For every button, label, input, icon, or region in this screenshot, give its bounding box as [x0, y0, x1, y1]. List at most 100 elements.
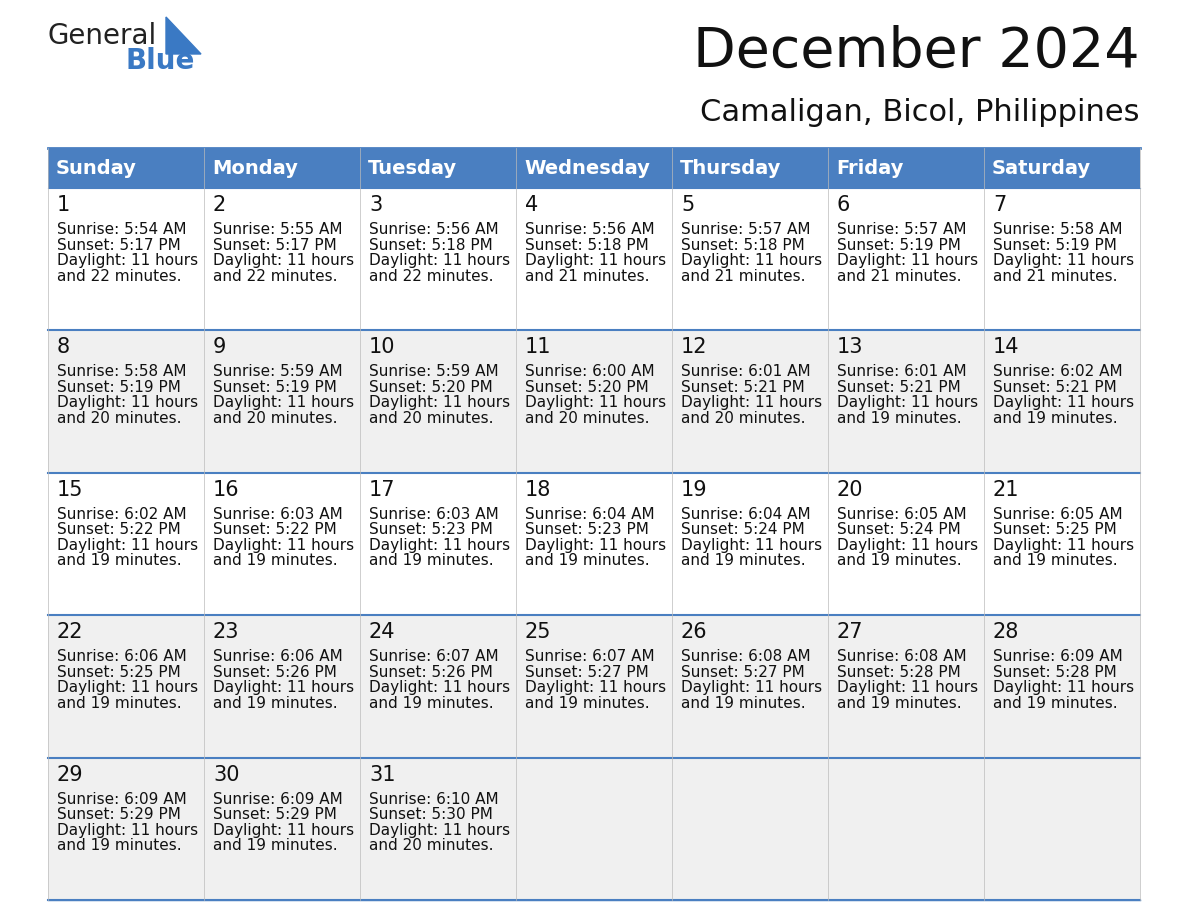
Text: Daylight: 11 hours: Daylight: 11 hours — [525, 396, 666, 410]
Text: and 19 minutes.: and 19 minutes. — [838, 411, 961, 426]
Text: Sunrise: 6:09 AM: Sunrise: 6:09 AM — [993, 649, 1123, 665]
Bar — [360, 757, 516, 900]
Text: Sunset: 5:22 PM: Sunset: 5:22 PM — [213, 522, 336, 537]
Text: 25: 25 — [525, 622, 551, 643]
Bar — [204, 330, 360, 473]
Text: Saturday: Saturday — [992, 159, 1091, 177]
Bar — [828, 757, 984, 900]
Text: Sunset: 5:29 PM: Sunset: 5:29 PM — [57, 807, 181, 823]
Text: 19: 19 — [681, 480, 708, 499]
Bar — [360, 188, 516, 330]
Text: 23: 23 — [213, 622, 240, 643]
Text: Daylight: 11 hours: Daylight: 11 hours — [57, 538, 198, 553]
Text: Sunrise: 6:08 AM: Sunrise: 6:08 AM — [681, 649, 810, 665]
Text: 4: 4 — [525, 195, 538, 215]
Text: 24: 24 — [369, 622, 396, 643]
Text: and 20 minutes.: and 20 minutes. — [681, 411, 805, 426]
Bar — [828, 148, 984, 188]
Bar — [360, 148, 516, 188]
Text: Daylight: 11 hours: Daylight: 11 hours — [57, 396, 198, 410]
Text: General: General — [48, 22, 157, 50]
Text: Sunrise: 6:01 AM: Sunrise: 6:01 AM — [681, 364, 810, 379]
Text: Daylight: 11 hours: Daylight: 11 hours — [681, 396, 822, 410]
Text: Sunset: 5:21 PM: Sunset: 5:21 PM — [681, 380, 804, 395]
Bar — [672, 148, 828, 188]
Text: Sunset: 5:27 PM: Sunset: 5:27 PM — [681, 665, 804, 679]
Text: 16: 16 — [213, 480, 240, 499]
Text: Daylight: 11 hours: Daylight: 11 hours — [369, 680, 510, 695]
Text: Daylight: 11 hours: Daylight: 11 hours — [838, 538, 978, 553]
Text: and 19 minutes.: and 19 minutes. — [213, 696, 337, 711]
Text: and 19 minutes.: and 19 minutes. — [993, 696, 1118, 711]
Text: Sunrise: 6:02 AM: Sunrise: 6:02 AM — [57, 507, 187, 521]
Bar — [204, 148, 360, 188]
Text: Sunrise: 6:01 AM: Sunrise: 6:01 AM — [838, 364, 967, 379]
Text: Daylight: 11 hours: Daylight: 11 hours — [57, 823, 198, 837]
Text: Friday: Friday — [836, 159, 903, 177]
Text: Sunset: 5:21 PM: Sunset: 5:21 PM — [838, 380, 961, 395]
Bar — [204, 615, 360, 757]
Bar — [984, 188, 1140, 330]
Bar — [984, 757, 1140, 900]
Text: Sunrise: 5:58 AM: Sunrise: 5:58 AM — [57, 364, 187, 379]
Text: Daylight: 11 hours: Daylight: 11 hours — [993, 538, 1135, 553]
Text: Sunset: 5:23 PM: Sunset: 5:23 PM — [369, 522, 493, 537]
Bar — [360, 330, 516, 473]
Text: 14: 14 — [993, 338, 1019, 357]
Text: Sunset: 5:20 PM: Sunset: 5:20 PM — [369, 380, 493, 395]
Text: December 2024: December 2024 — [694, 25, 1140, 79]
Text: 26: 26 — [681, 622, 708, 643]
Text: Daylight: 11 hours: Daylight: 11 hours — [213, 823, 354, 837]
Text: Tuesday: Tuesday — [368, 159, 457, 177]
Bar — [516, 473, 672, 615]
Text: 2: 2 — [213, 195, 226, 215]
Text: Sunrise: 5:54 AM: Sunrise: 5:54 AM — [57, 222, 187, 237]
Text: Sunrise: 6:00 AM: Sunrise: 6:00 AM — [525, 364, 655, 379]
Text: Sunrise: 5:55 AM: Sunrise: 5:55 AM — [213, 222, 342, 237]
Text: Daylight: 11 hours: Daylight: 11 hours — [213, 538, 354, 553]
Text: Sunrise: 6:09 AM: Sunrise: 6:09 AM — [213, 791, 343, 807]
Text: Daylight: 11 hours: Daylight: 11 hours — [57, 253, 198, 268]
Text: 31: 31 — [369, 765, 396, 785]
Text: Daylight: 11 hours: Daylight: 11 hours — [369, 396, 510, 410]
Text: 12: 12 — [681, 338, 708, 357]
Text: Sunset: 5:24 PM: Sunset: 5:24 PM — [681, 522, 804, 537]
Text: and 22 minutes.: and 22 minutes. — [369, 268, 493, 284]
Text: Sunrise: 5:57 AM: Sunrise: 5:57 AM — [838, 222, 967, 237]
Text: Sunset: 5:28 PM: Sunset: 5:28 PM — [993, 665, 1117, 679]
Bar — [360, 473, 516, 615]
Text: 21: 21 — [993, 480, 1019, 499]
Text: 10: 10 — [369, 338, 396, 357]
Text: Sunset: 5:23 PM: Sunset: 5:23 PM — [525, 522, 649, 537]
Text: Sunset: 5:20 PM: Sunset: 5:20 PM — [525, 380, 649, 395]
Polygon shape — [166, 17, 201, 54]
Bar — [48, 188, 204, 330]
Text: 5: 5 — [681, 195, 694, 215]
Text: Sunrise: 5:58 AM: Sunrise: 5:58 AM — [993, 222, 1123, 237]
Text: Sunset: 5:30 PM: Sunset: 5:30 PM — [369, 807, 493, 823]
Text: 1: 1 — [57, 195, 70, 215]
Bar — [204, 757, 360, 900]
Text: Sunset: 5:18 PM: Sunset: 5:18 PM — [525, 238, 649, 252]
Bar — [48, 473, 204, 615]
Text: Sunrise: 6:05 AM: Sunrise: 6:05 AM — [838, 507, 967, 521]
Text: Sunset: 5:19 PM: Sunset: 5:19 PM — [993, 238, 1117, 252]
Bar — [984, 473, 1140, 615]
Text: Sunset: 5:19 PM: Sunset: 5:19 PM — [57, 380, 181, 395]
Bar — [516, 330, 672, 473]
Text: Sunrise: 5:59 AM: Sunrise: 5:59 AM — [213, 364, 342, 379]
Text: Sunrise: 6:03 AM: Sunrise: 6:03 AM — [213, 507, 343, 521]
Text: and 19 minutes.: and 19 minutes. — [525, 554, 650, 568]
Text: 3: 3 — [369, 195, 383, 215]
Text: 11: 11 — [525, 338, 551, 357]
Text: Thursday: Thursday — [680, 159, 782, 177]
Text: Daylight: 11 hours: Daylight: 11 hours — [369, 823, 510, 837]
Text: 30: 30 — [213, 765, 240, 785]
Text: Daylight: 11 hours: Daylight: 11 hours — [838, 253, 978, 268]
Text: 7: 7 — [993, 195, 1006, 215]
Text: and 19 minutes.: and 19 minutes. — [57, 838, 182, 853]
Text: 15: 15 — [57, 480, 83, 499]
Bar — [672, 188, 828, 330]
Text: Sunrise: 6:07 AM: Sunrise: 6:07 AM — [525, 649, 655, 665]
Bar — [204, 188, 360, 330]
